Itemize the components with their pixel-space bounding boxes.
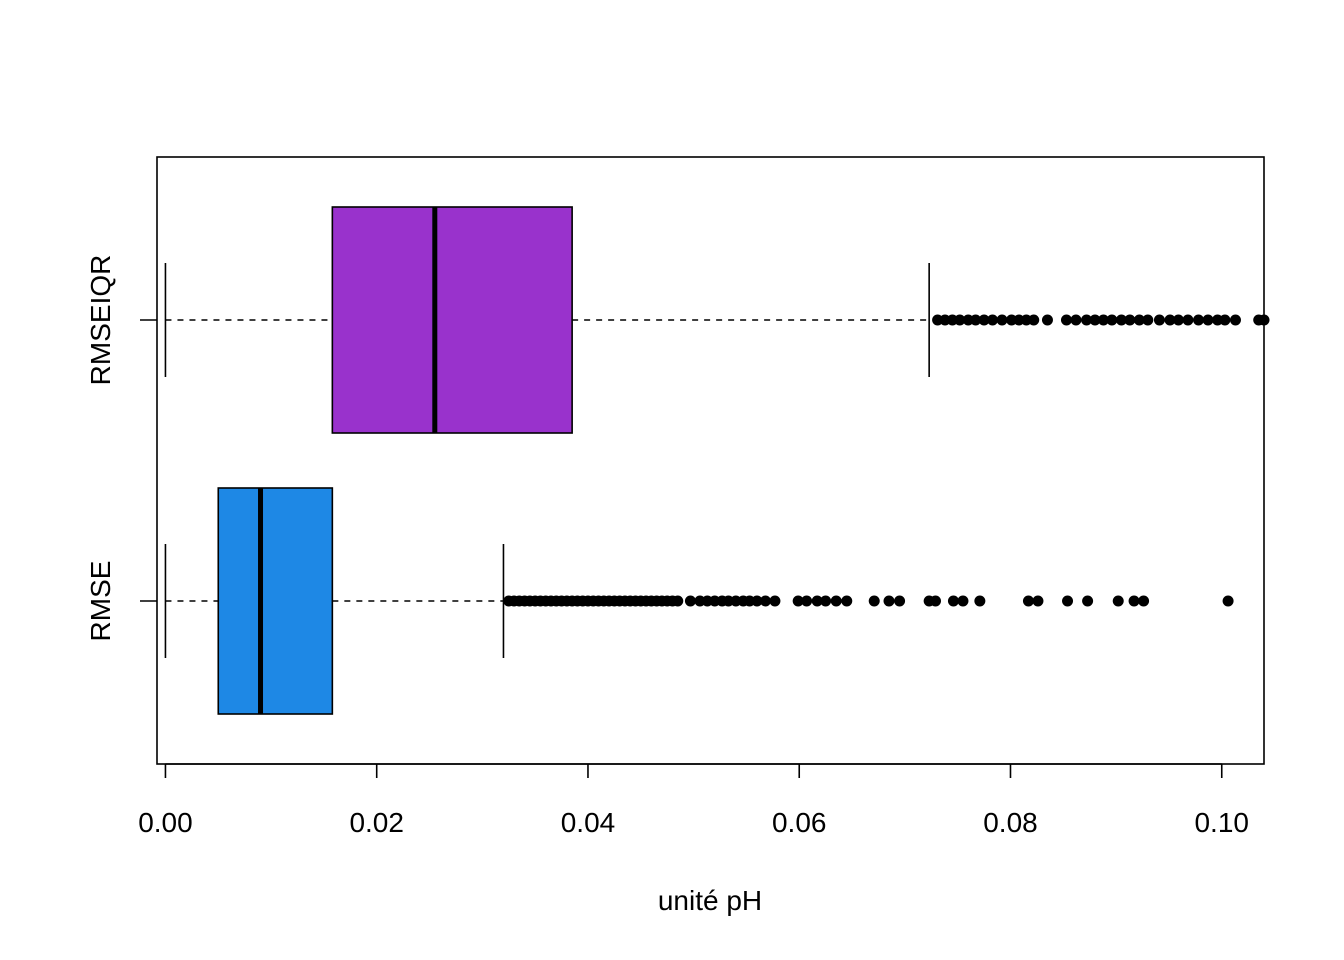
outlier-point-rmseiqr — [1229, 314, 1241, 326]
outlier-point-rmse — [1222, 595, 1234, 607]
outlier-point-rmseiqr — [954, 314, 966, 326]
outlier-point-rmseiqr — [987, 314, 999, 326]
outlier-point-rmse — [883, 595, 895, 607]
outlier-point-rmse — [1128, 595, 1140, 607]
outlier-point-rmse — [759, 595, 771, 607]
outlier-point-rmse — [811, 595, 823, 607]
outlier-point-rmseiqr — [1070, 314, 1082, 326]
outlier-point-rmseiqr — [1142, 314, 1154, 326]
outlier-point-rmse — [1082, 595, 1094, 607]
outlier-point-rmse — [929, 595, 941, 607]
outlier-point-rmseiqr — [978, 314, 990, 326]
outlier-point-rmse — [894, 595, 906, 607]
y-tick-label: RMSEIQR — [85, 255, 116, 386]
x-axis: 0.00 0.02 0.04 0.06 0.08 0.10 — [138, 763, 1249, 838]
outlier-point-rmse — [769, 595, 781, 607]
box-rmse — [217, 487, 334, 715]
x-axis-label: unité pH — [658, 885, 762, 916]
outlier-point-rmseiqr — [1133, 314, 1145, 326]
x-tick-label: 0.02 — [349, 807, 404, 838]
box-rmseiqr — [331, 206, 573, 434]
outlier-point-rmse — [947, 595, 959, 607]
outlier-point-rmseiqr — [1081, 314, 1093, 326]
outlier-point-rmse — [1138, 595, 1150, 607]
boxes-layer — [164, 206, 1270, 715]
x-tick-label: 0.06 — [772, 807, 827, 838]
outlier-point-rmse — [801, 595, 813, 607]
x-tick-label: 0.08 — [983, 807, 1038, 838]
outlier-point-rmse — [1062, 595, 1074, 607]
y-axis: RMSE RMSEIQR — [85, 255, 157, 642]
outlier-point-rmseiqr — [1106, 314, 1118, 326]
outlier-point-rmse — [751, 595, 763, 607]
y-tick-label: RMSE — [85, 561, 116, 642]
outlier-point-rmseiqr — [1172, 314, 1184, 326]
outlier-point-rmse — [957, 595, 969, 607]
outlier-point-rmse — [830, 595, 842, 607]
outlier-point-rmseiqr — [996, 314, 1008, 326]
outlier-point-rmseiqr — [1219, 314, 1231, 326]
outlier-point-rmse — [974, 595, 986, 607]
outlier-point-rmse — [792, 595, 804, 607]
outlier-point-rmse — [868, 595, 880, 607]
outlier-point-rmse — [841, 595, 853, 607]
outlier-point-rmseiqr — [1164, 314, 1176, 326]
outlier-point-rmseiqr — [1182, 314, 1194, 326]
outlier-point-rmse — [820, 595, 832, 607]
outlier-point-rmseiqr — [1115, 314, 1127, 326]
x-tick-label: 0.00 — [138, 807, 193, 838]
box-group-rmse — [164, 487, 1234, 715]
outlier-point-rmseiqr — [1193, 314, 1205, 326]
outlier-point-rmseiqr — [1060, 314, 1072, 326]
outlier-point-rmseiqr — [1089, 314, 1101, 326]
outlier-point-rmse — [684, 595, 696, 607]
outlier-point-rmseiqr — [1097, 314, 1109, 326]
outlier-point-rmseiqr — [1202, 314, 1214, 326]
x-tick-label: 0.10 — [1194, 807, 1249, 838]
x-tick-label: 0.04 — [561, 807, 616, 838]
outlier-point-rmseiqr — [1124, 314, 1136, 326]
box-group-rmseiqr — [164, 206, 1270, 434]
outlier-point-rmse — [1022, 595, 1034, 607]
outlier-point-rmse — [1032, 595, 1044, 607]
outlier-point-rmseiqr — [970, 314, 982, 326]
outlier-point-rmse — [672, 595, 684, 607]
outlier-point-rmseiqr — [1258, 314, 1270, 326]
outlier-point-rmseiqr — [1153, 314, 1165, 326]
outlier-point-rmseiqr — [1028, 314, 1040, 326]
outlier-point-rmseiqr — [1041, 314, 1053, 326]
outlier-point-rmse — [1112, 595, 1124, 607]
